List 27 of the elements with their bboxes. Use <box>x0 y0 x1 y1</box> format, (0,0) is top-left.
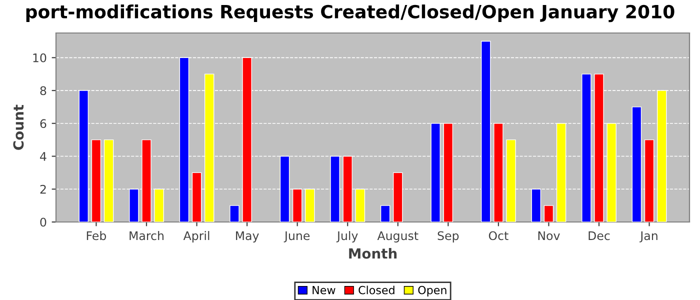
y-tick-label: 0 <box>40 218 46 227</box>
x-tick-label: Dec <box>588 231 610 240</box>
bar <box>230 205 240 222</box>
y-tick-label: 2 <box>40 184 46 194</box>
x-tick-label: Jan <box>640 231 658 242</box>
x-tick-label: May <box>236 231 259 242</box>
y-tick-label: 4 <box>40 152 46 161</box>
x-tick-label: Feb <box>86 231 106 240</box>
y-tick-label: 6 <box>40 119 46 128</box>
y-tick-label: 10 <box>33 53 46 62</box>
legend-label: Closed <box>358 286 394 294</box>
bar <box>380 205 390 222</box>
chart-title: port-modifications Requests Created/Closed/Open January 2010 <box>26 4 674 22</box>
x-tick-label: April <box>183 231 210 242</box>
x-tick-label: Oct <box>488 231 508 240</box>
x-tick-label: June <box>284 231 310 242</box>
x-tick-label: Sep <box>438 231 459 242</box>
x-tick-label: August <box>377 231 418 242</box>
x-tick-label: Nov <box>538 231 560 240</box>
x-tick-label: July <box>336 231 358 242</box>
x-tick-label: March <box>130 231 164 240</box>
y-tick-label: 8 <box>40 86 46 96</box>
legend-label: Open <box>418 286 446 296</box>
y-axis-title: Count <box>13 104 24 150</box>
legend-label: New <box>312 286 336 294</box>
bar <box>544 205 554 222</box>
x-axis-title: Month <box>349 248 397 259</box>
